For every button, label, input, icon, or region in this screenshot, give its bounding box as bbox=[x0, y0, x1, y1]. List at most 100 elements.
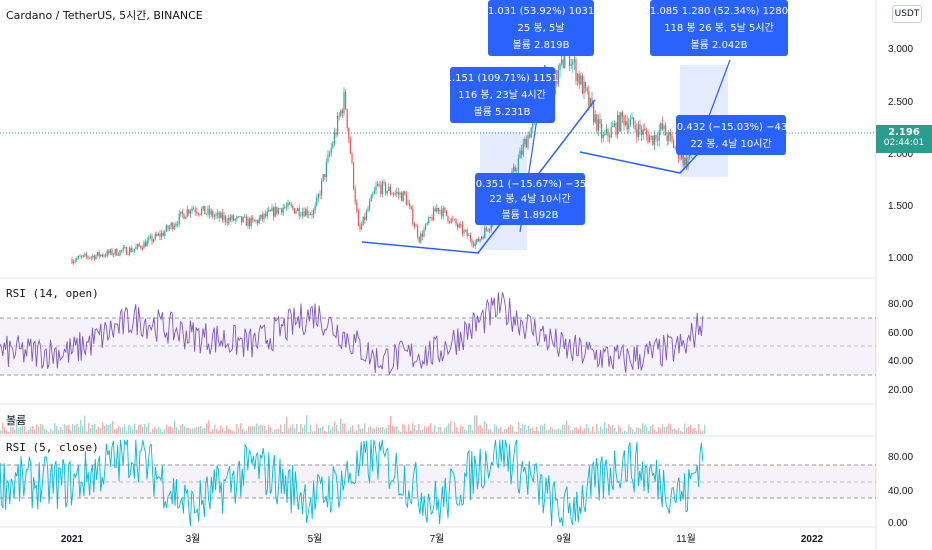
volume-bar bbox=[250, 426, 252, 434]
volume-bar bbox=[2, 422, 4, 434]
volume-bar bbox=[548, 429, 550, 434]
symbol-title[interactable]: Cardano / TetherUS, 5시간, BINANCE bbox=[6, 9, 203, 22]
volume-bar bbox=[650, 425, 652, 434]
candle-body bbox=[241, 216, 243, 223]
volume-bar bbox=[540, 425, 542, 434]
candle-body bbox=[79, 256, 81, 257]
volume-bar bbox=[636, 427, 638, 434]
candle-body bbox=[159, 233, 161, 237]
candle-body bbox=[157, 233, 159, 236]
currency-button[interactable]: USDT bbox=[892, 5, 922, 23]
volume-bar bbox=[172, 428, 174, 434]
candle-body bbox=[628, 124, 630, 130]
candle-body bbox=[487, 229, 489, 231]
candle-body bbox=[385, 182, 387, 194]
candle-body bbox=[357, 211, 359, 226]
candle-body bbox=[132, 250, 134, 252]
volume-bar bbox=[614, 427, 616, 434]
volume-bar bbox=[86, 431, 88, 434]
volume-bar bbox=[452, 431, 454, 434]
candle-body bbox=[577, 73, 579, 81]
candle-body bbox=[281, 208, 283, 213]
candle-body bbox=[365, 211, 367, 220]
candle-body bbox=[261, 214, 263, 220]
volume-label[interactable]: 볼륨 bbox=[6, 414, 27, 427]
candle-body bbox=[388, 186, 390, 191]
volume-bar bbox=[336, 424, 338, 434]
volume-bar bbox=[14, 429, 16, 434]
candle-body bbox=[186, 209, 188, 217]
volume-bar bbox=[524, 425, 526, 434]
candle-body bbox=[649, 137, 651, 143]
candle-body bbox=[449, 221, 451, 223]
time-tick: 3월 bbox=[186, 533, 201, 545]
candle-body bbox=[594, 114, 596, 123]
candle-body bbox=[455, 219, 457, 225]
volume-bar bbox=[46, 430, 48, 434]
volume-bar bbox=[416, 430, 418, 434]
candle-body bbox=[185, 216, 187, 219]
volume-bar bbox=[102, 422, 104, 434]
volume-bar bbox=[252, 426, 254, 434]
candle-body bbox=[199, 214, 201, 215]
volume-bar bbox=[624, 430, 626, 434]
volume-bar bbox=[156, 428, 158, 434]
candle-body bbox=[258, 218, 260, 224]
candle-body bbox=[575, 59, 577, 81]
volume-bar bbox=[640, 428, 642, 434]
candle-body bbox=[671, 135, 673, 141]
candle-body bbox=[669, 132, 671, 136]
volume-bar bbox=[692, 429, 694, 434]
volume-bar bbox=[100, 428, 102, 434]
volume-bar bbox=[698, 423, 700, 434]
rsi-close-label[interactable]: RSI (5, close) bbox=[6, 441, 99, 454]
candle-body bbox=[322, 174, 324, 181]
candle-body bbox=[439, 210, 441, 212]
candle-body bbox=[93, 255, 95, 260]
volume-bar bbox=[144, 423, 146, 434]
volume-bar bbox=[130, 426, 132, 434]
candle-body bbox=[679, 158, 681, 160]
volume-bar bbox=[104, 425, 106, 434]
volume-bar bbox=[228, 428, 230, 434]
volume-bar bbox=[564, 425, 566, 434]
candle-body bbox=[117, 255, 119, 257]
candle-body bbox=[92, 255, 94, 257]
candle-body bbox=[602, 135, 604, 138]
volume-bar bbox=[652, 424, 654, 434]
candle-body bbox=[129, 247, 131, 255]
candle-body bbox=[393, 194, 395, 195]
candle-body bbox=[641, 129, 643, 135]
candle-body bbox=[516, 170, 518, 171]
volume-bar bbox=[628, 424, 630, 434]
candle-body bbox=[313, 210, 315, 215]
candle-body bbox=[561, 59, 563, 64]
volume-bar bbox=[688, 426, 690, 434]
candle-body bbox=[530, 127, 532, 138]
candle-body bbox=[100, 254, 102, 257]
candle-body bbox=[122, 247, 124, 251]
volume-bar bbox=[474, 415, 476, 434]
volume-bar bbox=[354, 431, 356, 434]
volume-bar bbox=[544, 423, 546, 434]
candle-body bbox=[418, 236, 420, 242]
candle-body bbox=[175, 223, 177, 226]
rsi-open-tick: 60.00 bbox=[888, 328, 913, 339]
volume-bar bbox=[400, 431, 402, 434]
volume-bar bbox=[48, 431, 50, 434]
candle-body bbox=[597, 119, 599, 131]
volume-bar bbox=[188, 427, 190, 434]
volume-bar bbox=[432, 431, 434, 434]
candle-body bbox=[245, 216, 247, 226]
volume-bar bbox=[406, 431, 408, 434]
candle-body bbox=[554, 70, 556, 95]
volume-bar bbox=[44, 428, 46, 434]
volume-bar bbox=[618, 425, 620, 434]
volume-bar bbox=[22, 425, 24, 434]
rsi-open-label[interactable]: RSI (14, open) bbox=[6, 287, 99, 300]
candle-body bbox=[297, 208, 299, 212]
volume-bar bbox=[296, 423, 298, 434]
candle-body bbox=[417, 226, 419, 237]
candle-body bbox=[309, 213, 311, 215]
